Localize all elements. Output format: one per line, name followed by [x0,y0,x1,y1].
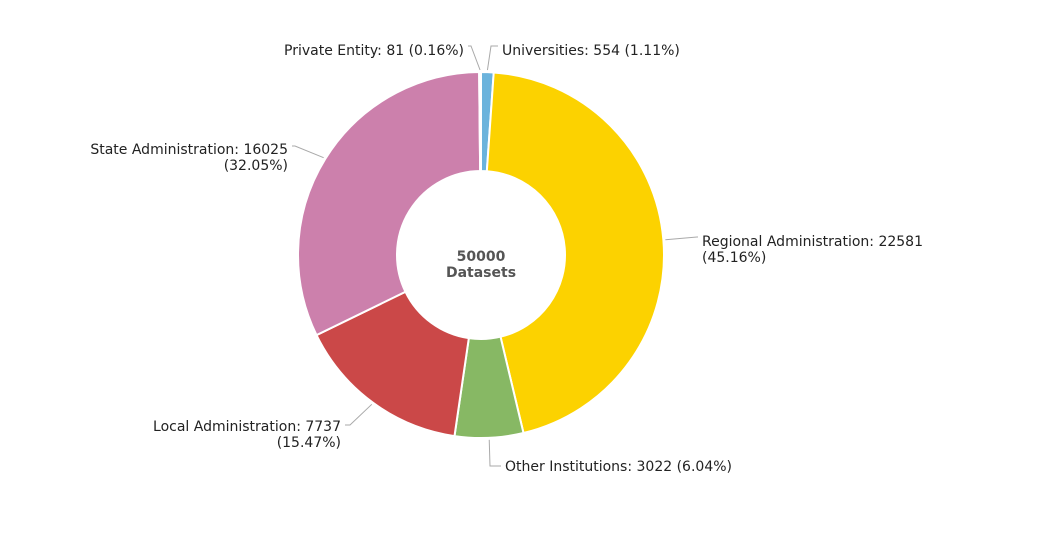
label-other-institutions: Other Institutions: 3022 (6.04%) [505,459,732,475]
leader-line-local-administration [345,403,373,426]
label-line: (45.16%) [702,250,766,266]
slice-local-administration[interactable] [315,290,470,438]
center-caption: Datasets [446,265,516,281]
leader-line-state-administration [292,145,324,159]
label-line: Local Administration: 7737 [153,419,341,435]
label-line: Other Institutions: 3022 (6.04%) [505,459,732,475]
labels-group: Universities: 554 (1.11%) Regional Admini… [90,43,923,475]
center-value: 50000 [457,249,506,265]
label-line: (15.47%) [277,435,341,451]
leader-line-universities [486,45,498,71]
label-line: Regional Administration: 22581 [702,234,923,250]
label-line: State Administration: 16025 [90,142,288,158]
label-private-entity: Private Entity: 81 (0.16%) [284,43,464,59]
label-line: Private Entity: 81 (0.16%) [284,43,464,59]
leader-line-private-entity [468,45,481,71]
leader-lines-group [292,45,698,467]
label-state-administration: State Administration: 16025 (32.05%) [90,142,288,174]
slice-private-entity[interactable] [478,70,482,173]
label-local-administration: Local Administration: 7737 (15.47%) [153,419,341,451]
leader-line-regional-administration [665,236,698,241]
slice-state-administration[interactable] [297,70,482,337]
slices-group [297,70,665,439]
label-line: (32.05%) [224,158,288,174]
leader-line-other-institutions [488,439,501,467]
label-regional-administration: Regional Administration: 22581 (45.16%) [702,234,923,266]
slice-regional-administration[interactable] [485,71,665,435]
label-line: Universities: 554 (1.11%) [502,43,680,59]
label-universities: Universities: 554 (1.11%) [502,43,680,59]
